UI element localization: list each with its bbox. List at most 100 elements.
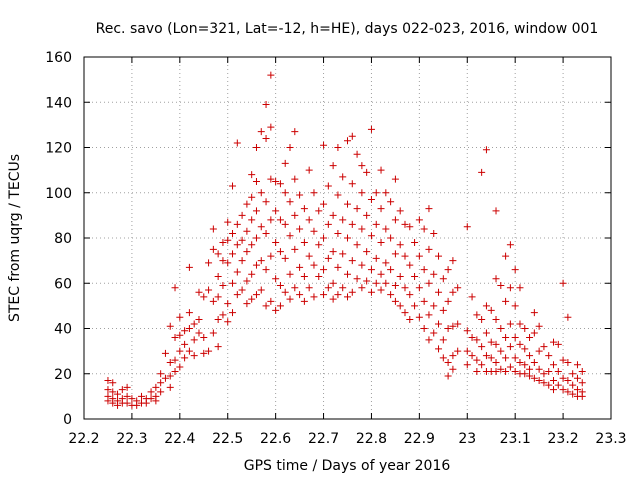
data-point (363, 277, 371, 285)
data-point (267, 123, 275, 131)
data-point (444, 372, 452, 380)
data-point (209, 245, 217, 253)
chart-title: Rec. savo (Lon=321, Lat=-12, h=HE), days… (96, 21, 599, 37)
data-point (377, 270, 385, 278)
data-point (171, 356, 179, 364)
data-point (435, 288, 443, 296)
data-point (550, 338, 558, 346)
data-point (123, 399, 131, 407)
data-point (545, 352, 553, 360)
data-point (406, 291, 414, 299)
data-point (262, 266, 270, 274)
data-point (401, 284, 409, 292)
data-point (329, 162, 337, 170)
data-point (195, 315, 203, 323)
data-point (363, 248, 371, 256)
data-point (118, 386, 126, 394)
data-point (190, 352, 198, 360)
data-point (305, 252, 313, 260)
data-point (344, 270, 351, 278)
y-tick-label: 40 (54, 322, 72, 338)
data-point (214, 272, 222, 280)
data-point (176, 331, 184, 339)
data-point (396, 207, 404, 215)
data-point (502, 367, 510, 375)
data-point (114, 390, 122, 398)
data-point (205, 259, 213, 267)
data-point (411, 302, 419, 310)
data-point (252, 177, 260, 185)
data-point (578, 379, 586, 387)
data-point (372, 254, 380, 262)
data-point (281, 254, 289, 262)
data-point (468, 352, 476, 360)
data-point (190, 320, 198, 328)
data-point (406, 261, 414, 269)
data-point (487, 306, 495, 314)
data-point (233, 241, 241, 249)
data-point (487, 338, 495, 346)
data-point (482, 146, 490, 154)
data-point (339, 284, 347, 292)
data-point (329, 279, 337, 287)
data-point (564, 313, 572, 321)
data-point (291, 128, 299, 136)
data-point (252, 291, 260, 299)
data-point (540, 379, 548, 387)
data-point (224, 259, 232, 267)
data-point (334, 144, 342, 151)
data-point (324, 254, 332, 262)
data-point (195, 329, 203, 337)
data-point (550, 361, 558, 369)
data-point (497, 325, 505, 332)
data-point (344, 137, 351, 145)
data-point (430, 270, 438, 278)
data-point (526, 352, 534, 360)
data-point (334, 291, 342, 299)
data-point (372, 279, 380, 287)
data-point (348, 180, 356, 188)
data-point (391, 250, 399, 258)
data-point (315, 241, 323, 249)
data-point (530, 329, 538, 337)
data-point (185, 309, 193, 317)
data-point (502, 252, 510, 260)
data-point (420, 297, 428, 305)
x-tick-label: 22.5 (212, 431, 243, 447)
data-point (267, 297, 275, 305)
data-point (506, 343, 514, 351)
data-point (396, 272, 404, 280)
data-point (492, 358, 500, 366)
data-point (195, 288, 203, 296)
data-point (334, 263, 342, 271)
x-tick-label: 23.3 (595, 431, 626, 447)
data-point (420, 225, 428, 233)
data-point (324, 182, 332, 190)
data-point (348, 220, 356, 228)
data-point (291, 284, 299, 292)
data-point (526, 365, 534, 373)
data-point (238, 286, 246, 294)
data-point (137, 392, 145, 400)
data-point (387, 198, 395, 206)
data-point (205, 286, 213, 294)
data-point (320, 141, 328, 149)
data-point (209, 297, 217, 305)
data-point (128, 395, 136, 403)
data-point (425, 311, 433, 319)
x-axis-label: GPS time / Days of year 2016 (244, 458, 451, 474)
data-point (487, 354, 495, 362)
data-point (530, 309, 538, 317)
data-point (229, 182, 237, 190)
axis-ticks (83, 56, 612, 420)
data-point (497, 365, 505, 373)
data-point (320, 234, 328, 242)
data-point (550, 377, 558, 385)
data-point (506, 241, 514, 249)
data-point (358, 284, 366, 292)
data-point (233, 291, 241, 299)
data-point (229, 250, 237, 258)
data-point (219, 311, 227, 319)
data-point (535, 377, 543, 385)
